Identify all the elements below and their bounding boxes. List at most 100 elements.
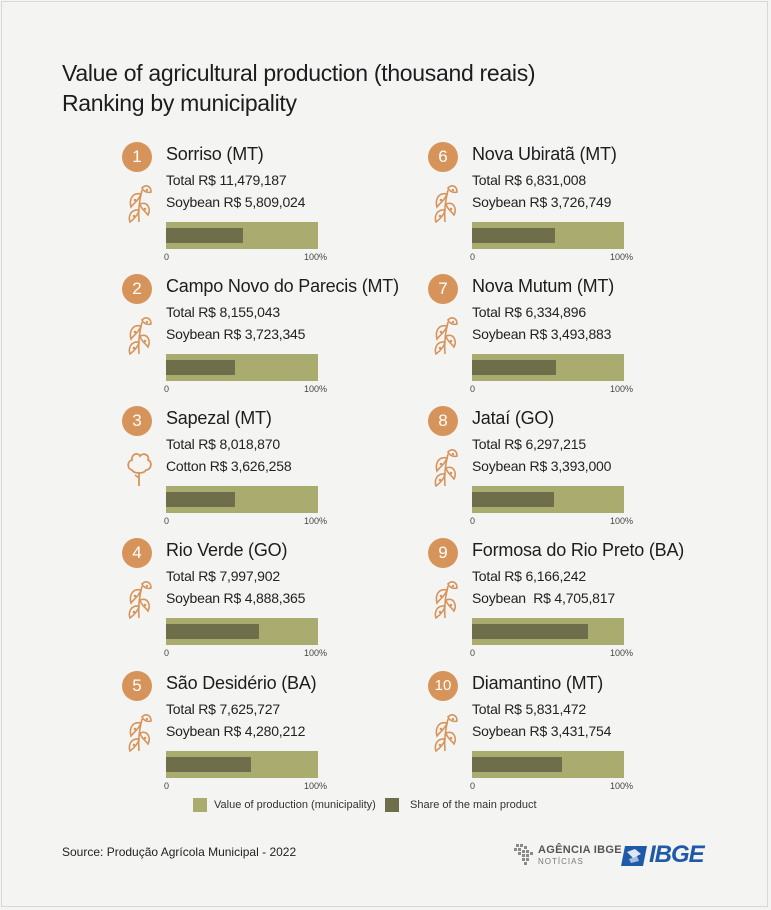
- tick-label-min: 0: [164, 252, 170, 262]
- value-bar: [166, 751, 318, 778]
- total-value-label: Total R$ 7,625,727: [166, 701, 280, 717]
- municipality-name: Nova Mutum (MT): [472, 276, 615, 296]
- tick-label-max: 100%: [304, 384, 328, 394]
- total-value-label: Total R$ 6,334,896: [472, 304, 586, 320]
- share-bar: [472, 624, 588, 639]
- municipality-card: 2 Campo Novo do Parecis (MT) Total R$ 8,15…: [122, 274, 399, 406]
- total-value-label: Total R$ 6,831,008: [472, 172, 586, 188]
- municipality-card: 5 São Desidério (BA) Total R$ 7,625,727 Soy…: [122, 671, 382, 803]
- main-product-label: Soybean R$ 4,705,817: [472, 590, 615, 606]
- rank-badge: 3: [122, 406, 152, 436]
- soybean-icon: [128, 317, 152, 356]
- soybean-icon: [434, 581, 458, 620]
- tick-label-min: 0: [470, 648, 476, 658]
- soybean-icon: [434, 317, 458, 356]
- total-value-label: Total R$ 6,297,215: [472, 436, 586, 452]
- ibge-logo: IBGE: [619, 840, 719, 870]
- main-product-label: Soybean R$ 4,888,365: [166, 590, 306, 606]
- ibge-logo-text: IBGE: [649, 841, 705, 868]
- tick-label-max: 100%: [610, 252, 634, 262]
- tick-label-max: 100%: [304, 252, 328, 262]
- tick-label-min: 0: [164, 516, 170, 526]
- municipality-name: São Desidério (BA): [166, 673, 317, 693]
- value-bar: [472, 222, 624, 249]
- share-bar: [166, 360, 236, 375]
- main-product-label: Soybean R$ 3,431,754: [472, 723, 612, 739]
- tick-label-min: 0: [164, 384, 170, 394]
- legend-swatch-share: [385, 798, 399, 812]
- main-product-label: Soybean R$ 5,809,024: [166, 194, 306, 210]
- share-bar: [472, 492, 554, 507]
- municipality-name: Nova Ubiratã (MT): [472, 144, 617, 164]
- agencia-logo-subtext: NOTÍCIAS: [538, 857, 584, 866]
- agencia-ibge-logo: AGÊNCIA IBGE NOTÍCIAS: [512, 842, 622, 870]
- rank-badge: 4: [122, 538, 152, 568]
- total-value-label: Total R$ 11,479,187: [166, 172, 287, 188]
- rank-badge: 1: [122, 142, 152, 172]
- value-bar: [472, 618, 624, 645]
- value-bar: [166, 222, 318, 249]
- value-bar: [472, 354, 624, 381]
- soybean-icon: [128, 714, 152, 753]
- tick-label-min: 0: [164, 648, 170, 658]
- tick-label-max: 100%: [610, 648, 634, 658]
- total-value-label: Total R$ 6,166,242: [472, 568, 586, 584]
- rank-badge: 10: [428, 671, 458, 701]
- total-value-label: Total R$ 5,831,472: [472, 701, 586, 717]
- chart-title: Value of agricultural production (thousa…: [62, 58, 536, 118]
- total-value-label: Total R$ 7,997,902: [166, 568, 280, 584]
- source-note: Source: Produção Agrícola Municipal - 20…: [62, 845, 297, 859]
- share-bar: [472, 757, 562, 772]
- tick-label-min: 0: [164, 781, 170, 791]
- value-bar: [472, 751, 624, 778]
- municipality-card: 4 Rio Verde (GO) Total R$ 7,997,902 Soybean…: [122, 538, 382, 670]
- share-bar: [166, 492, 235, 507]
- municipality-card: 9 Formosa do Rio Preto (BA) Total R$ 6,166…: [428, 538, 688, 670]
- main-product-label: Soybean R$ 4,280,212: [166, 723, 306, 739]
- soybean-icon: [434, 714, 458, 753]
- municipality-name: Rio Verde (GO): [166, 540, 288, 560]
- tick-label-min: 0: [470, 781, 476, 791]
- municipality-name: Sapezal (MT): [166, 408, 272, 428]
- tick-label-max: 100%: [304, 516, 328, 526]
- tick-label-max: 100%: [610, 516, 634, 526]
- soybean-icon: [434, 185, 458, 224]
- share-bar: [472, 360, 556, 375]
- tick-label-max: 100%: [304, 648, 328, 658]
- value-bar: [166, 486, 318, 513]
- municipality-name: Campo Novo do Parecis (MT): [166, 276, 399, 296]
- municipality-name: Jataí (GO): [472, 408, 555, 428]
- municipality-name: Diamantino (MT): [472, 673, 604, 693]
- agencia-logo-text: AGÊNCIA IBGE: [538, 844, 622, 856]
- tick-label-min: 0: [470, 384, 476, 394]
- rank-badge: 2: [122, 274, 152, 304]
- share-bar: [166, 228, 243, 243]
- legend-label-share: Share of the main product: [410, 799, 537, 811]
- tick-label-max: 100%: [304, 781, 328, 791]
- legend: Value of production (municipality) Share…: [0, 798, 771, 818]
- rank-badge: 6: [428, 142, 458, 172]
- soybean-icon: [128, 185, 152, 224]
- share-bar: [166, 624, 259, 639]
- legend-swatch-value: [193, 798, 207, 812]
- main-product-label: Soybean R$ 3,393,000: [472, 458, 612, 474]
- municipality-card: 1 Sorriso (MT) Total R$ 11,479,187 Soybean …: [122, 142, 382, 274]
- value-bar: [472, 486, 624, 513]
- value-bar: [166, 618, 318, 645]
- municipality-name: Formosa do Rio Preto (BA): [472, 540, 685, 560]
- tick-label-min: 0: [470, 516, 476, 526]
- main-product-label: Soybean R$ 3,493,883: [472, 326, 612, 342]
- total-value-label: Total R$ 8,155,043: [166, 304, 280, 320]
- share-bar: [472, 228, 555, 243]
- soybean-icon: [434, 449, 458, 488]
- agencia-map-icon: [514, 844, 533, 865]
- main-product-label: Soybean R$ 3,723,345: [166, 326, 306, 342]
- municipality-card: 8 Jataí (GO) Total R$ 6,297,215 Soybean R$ …: [428, 406, 688, 538]
- legend-label-value: Value of production (municipality): [214, 799, 376, 811]
- title-line-1: Value of agricultural production (thousa…: [62, 60, 536, 86]
- main-product-label: Cotton R$ 3,626,258: [166, 458, 292, 474]
- tick-label-min: 0: [470, 252, 476, 262]
- municipality-name: Sorriso (MT): [166, 144, 264, 164]
- title-line-2: Ranking by municipality: [62, 90, 297, 116]
